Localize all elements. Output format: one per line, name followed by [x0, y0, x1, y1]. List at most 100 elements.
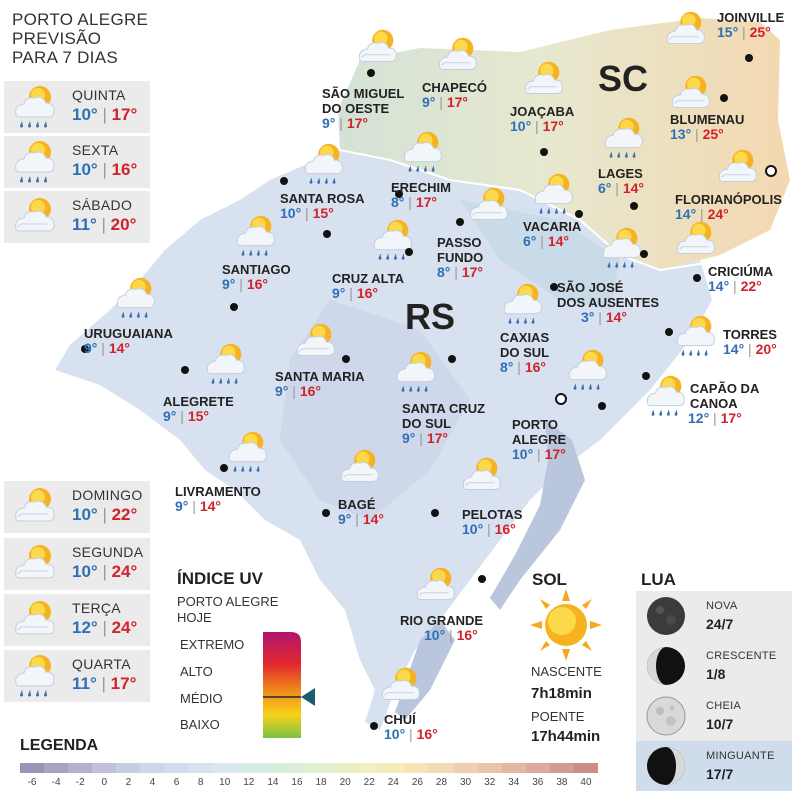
sun-cloud-rain-icon: [236, 215, 275, 257]
legend-swatch: [309, 763, 334, 773]
city-marker: [642, 372, 650, 380]
uv-level-label: MÉDIO: [180, 691, 223, 706]
day-name: DOMINGO: [72, 487, 143, 503]
sun-cloud-rain-icon: [604, 117, 643, 159]
city-marker: [405, 248, 413, 256]
sun-cloud-rain-icon: [116, 277, 155, 319]
day-temps: 10° | 24°: [72, 562, 138, 581]
uv-level-pointer: [301, 688, 315, 706]
sun-cloud-rain-icon: [15, 654, 55, 697]
city-marker: [550, 283, 558, 291]
first-quarter-moon-icon: [647, 647, 685, 685]
legend-tick-label: 16: [291, 777, 303, 788]
sun-cloud-rain-icon: [304, 143, 343, 185]
city-label: PELOTAS 10° | 16°: [462, 507, 523, 537]
city-label: CRICIÚMA 14° | 22°: [708, 264, 773, 294]
city-marker: [665, 328, 673, 336]
uv-title: ÍNDICE UV: [177, 569, 263, 588]
capital-marker: [765, 165, 777, 177]
sun-cloud-icon: [340, 449, 379, 482]
city-marker: [478, 575, 486, 583]
legend-swatch: [260, 763, 286, 773]
sun-icon: [530, 589, 602, 661]
day-temps: 10° | 22°: [72, 505, 138, 524]
forecast-row: DOMINGO 10° | 22°: [4, 481, 150, 533]
city-marker: [280, 177, 288, 185]
sun-cloud-rain-icon: [534, 173, 573, 215]
legend-swatch: [116, 763, 141, 773]
state-label-sc: SC: [598, 58, 649, 99]
uv-level-label: EXTREMO: [180, 637, 245, 652]
legend-swatch: [453, 763, 479, 773]
city-label: VACARIA 6° | 14°: [523, 219, 582, 249]
moon-phase-row: CRESCENTE 1/8: [636, 641, 792, 691]
forecast-row: SÁBADO 11° | 20°: [4, 191, 150, 243]
sun-cloud-icon: [15, 197, 55, 232]
legend-swatch: [573, 763, 599, 773]
legend-tick-label: -6: [27, 777, 37, 788]
city-label: SÃO JOSÉ DOS AUSENTES 3° | 14°: [557, 280, 660, 325]
capital-marker: [555, 393, 567, 405]
uv-level-label: BAIXO: [180, 717, 220, 732]
legend-tick-label: 38: [556, 777, 568, 788]
city-label: BAGÉ 9° | 14°: [338, 497, 384, 527]
legend-swatch: [333, 763, 358, 773]
sun-cloud-icon: [438, 37, 477, 70]
forecast-row: SEGUNDA 10° | 24°: [4, 538, 150, 590]
sun-cloud-rain-icon: [206, 343, 245, 385]
legend-swatch: [405, 763, 430, 773]
legend-tick-label: 36: [532, 777, 544, 788]
sunrise-label: NASCENTE: [531, 664, 602, 679]
state-label-rs: RS: [405, 296, 456, 337]
day-temps: 10° | 16°: [72, 160, 138, 179]
uv-scale: [263, 632, 315, 738]
legend-tick-label: 26: [411, 777, 423, 788]
sun-cloud-rain-icon: [396, 351, 435, 393]
sun-cloud-icon: [469, 187, 508, 220]
city-label: CHAPECÓ 9° | 17°: [422, 80, 488, 110]
sun-cloud-icon: [462, 457, 501, 490]
uv-subtitle: PORTO ALEGRE HOJE: [177, 594, 279, 625]
city-marker: [367, 69, 375, 77]
day-name: SEXTA: [72, 142, 119, 158]
legend-swatch: [236, 763, 262, 773]
city-marker: [448, 355, 456, 363]
city-marker: [598, 402, 606, 410]
city-marker: [630, 202, 638, 210]
city-label: CAPÃO DA CANOA 12° | 17°: [688, 381, 760, 426]
temperature-legend-bar: [20, 763, 599, 773]
city-label: SÃO MIGUEL DO OESTE 9° | 17°: [322, 86, 405, 131]
city-marker: [342, 355, 350, 363]
sun-cloud-icon: [15, 487, 55, 522]
legend-tick-label: 18: [315, 777, 327, 788]
legend-swatch: [44, 763, 69, 773]
legend-swatch: [501, 763, 527, 773]
moon-phase-row: CHEIA 10/7: [636, 691, 792, 741]
forecast-row: TERÇA 12° | 24°: [4, 594, 150, 646]
day-temps: 11° | 17°: [72, 674, 137, 693]
sun-cloud-rain-icon: [15, 85, 55, 128]
city-label: SANTA ROSA 10° | 15°: [280, 191, 365, 221]
city-label: JOINVILLE 15° | 25°: [717, 10, 785, 40]
city-label: TORRES 14° | 20°: [723, 327, 777, 357]
city-label: ALEGRETE 9° | 15°: [163, 394, 234, 424]
sun-cloud-rain-icon: [676, 315, 715, 357]
last-quarter-moon-icon: [647, 747, 685, 785]
legend-swatch: [549, 763, 575, 773]
city-marker: [181, 366, 189, 374]
moon-phase-row: NOVA 24/7: [636, 591, 792, 641]
legend-tick-label: 32: [484, 777, 496, 788]
forecast-row: QUINTA 10° | 17°: [4, 81, 150, 133]
legend-tick-label: 10: [219, 777, 231, 788]
sun-cloud-icon: [718, 149, 757, 182]
city-marker: [230, 303, 238, 311]
new-moon-icon: [647, 597, 685, 635]
legend-tick-label: 14: [267, 777, 279, 788]
legend-tick-label: 2: [125, 777, 132, 788]
city-label: CRUZ ALTA 9° | 16°: [332, 271, 404, 301]
city-label: RIO GRANDE 10° | 16°: [400, 613, 484, 643]
city-marker: [81, 345, 89, 353]
legend-swatch: [212, 763, 238, 773]
